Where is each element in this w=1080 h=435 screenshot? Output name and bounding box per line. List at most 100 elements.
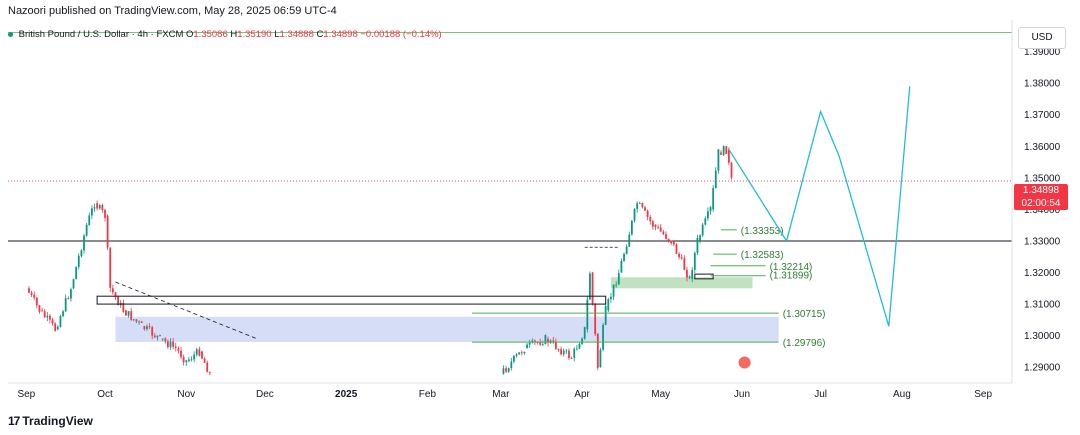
tradingview-brand[interactable]: 17 TradingView	[8, 414, 93, 428]
candle-body	[518, 352, 521, 355]
candle	[185, 360, 188, 367]
candle-body	[641, 203, 644, 208]
candle-body	[143, 326, 146, 330]
candle-body	[557, 348, 560, 350]
candle-body	[565, 350, 568, 352]
legend-change: −0.00188 (−0.14%)	[360, 29, 442, 40]
y-tick-6: 1.33000	[1024, 236, 1061, 247]
candle-body	[201, 351, 203, 359]
candle	[125, 309, 127, 316]
candle-body	[190, 359, 193, 361]
candle	[691, 267, 694, 283]
candle-body	[717, 149, 720, 171]
candle-body	[85, 224, 88, 236]
publisher-line: Nazoori published on TradingView.com, Ma…	[8, 5, 337, 17]
candle-body	[182, 357, 185, 363]
candle	[54, 322, 57, 332]
candle	[620, 258, 623, 273]
candle	[206, 360, 209, 373]
candle-body	[35, 297, 38, 306]
candle-body	[101, 205, 104, 210]
candle-body	[77, 255, 80, 267]
candle	[596, 333, 599, 371]
candle-body	[96, 203, 99, 209]
candle	[96, 200, 99, 211]
candle	[562, 348, 565, 357]
candle	[610, 292, 612, 303]
candle-body	[714, 170, 717, 189]
candle-body	[722, 146, 725, 155]
candle-body	[617, 273, 620, 285]
zones-layer	[115, 277, 779, 342]
horizontal-lines-layer	[8, 32, 1012, 242]
candle	[633, 207, 636, 223]
candle-body	[599, 349, 602, 368]
candle-body	[208, 372, 211, 373]
candle	[612, 284, 615, 301]
candle-body	[586, 299, 589, 330]
x-tick-Aug: Aug	[893, 389, 911, 400]
candle	[675, 243, 678, 254]
flag-icon	[738, 356, 751, 369]
candle	[554, 338, 557, 351]
legend-symbol[interactable]: British Pound / U.S. Dollar · 4h · FXCM	[18, 29, 184, 40]
candle	[707, 207, 709, 221]
candle-body	[727, 149, 730, 163]
candle	[177, 346, 180, 354]
candle	[547, 336, 549, 347]
candle-body	[109, 247, 112, 288]
candle	[93, 203, 96, 212]
candle-body	[125, 310, 127, 316]
candle	[56, 325, 59, 331]
candle	[693, 251, 696, 274]
candle-body	[59, 316, 62, 327]
candle-body	[630, 220, 633, 235]
candle	[182, 354, 185, 366]
candle-body	[531, 340, 534, 343]
candle	[573, 347, 576, 362]
candle-body	[135, 319, 138, 322]
candle	[88, 212, 91, 226]
y-tick-9: 1.30000	[1024, 331, 1061, 342]
candle	[198, 346, 201, 357]
candle-body	[83, 235, 85, 251]
current-price-tag: 1.34898 02:00:54	[1014, 184, 1068, 210]
candle-body	[554, 341, 557, 349]
candle	[90, 205, 93, 219]
candle-body	[675, 244, 678, 254]
candle-body	[568, 350, 570, 359]
candle-body	[654, 225, 657, 228]
candle	[531, 338, 534, 344]
candle-body	[683, 258, 686, 270]
candle-body	[659, 227, 662, 232]
candle-body	[148, 326, 151, 328]
candle-body	[547, 338, 549, 343]
candle-body	[106, 215, 109, 248]
candle	[49, 314, 51, 324]
candle	[167, 339, 169, 349]
candle-body	[28, 288, 30, 293]
candle-body	[628, 234, 631, 247]
candle-body	[534, 340, 536, 343]
currency-button[interactable]: USD	[1018, 27, 1066, 49]
candle-body	[159, 335, 161, 336]
candle-body	[161, 338, 164, 340]
candle-body	[638, 203, 641, 204]
candle	[683, 255, 686, 271]
candle	[699, 234, 701, 244]
status-dot-icon	[8, 31, 13, 37]
candle	[641, 202, 644, 209]
candle-body	[541, 344, 544, 345]
candle	[709, 206, 712, 216]
candle	[109, 247, 112, 292]
candle-body	[180, 350, 182, 358]
candle	[560, 346, 563, 356]
candle-body	[138, 321, 140, 323]
x-tick-Oct: Oct	[97, 389, 113, 400]
x-tick-May: May	[651, 389, 670, 400]
candle-body	[43, 311, 46, 318]
candle	[85, 222, 88, 237]
candle-body	[151, 327, 154, 336]
candle	[607, 297, 610, 313]
